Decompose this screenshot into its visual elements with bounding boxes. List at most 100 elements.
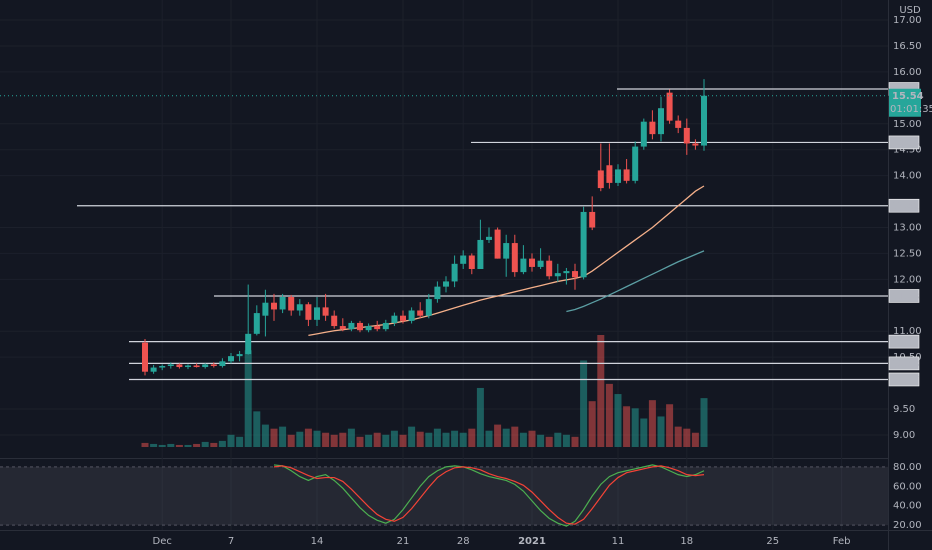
y-tick-label: 12.50 [893,248,922,259]
level-label-box [888,289,920,303]
volume-bar [571,436,579,447]
volume-bar [528,430,536,447]
stochastic-tick-label: 40.00 [893,501,922,512]
y-tick-label: 16.00 [893,67,922,78]
candle-body [666,92,673,121]
volume-bar [279,426,287,447]
stochastic-line [273,465,705,525]
candle-body [683,127,690,144]
volume-bar [631,408,639,447]
x-tick-label: Dec [153,536,172,547]
level-label: 11.68 [891,291,920,302]
volume-bar [545,436,553,447]
candle-body [167,364,174,366]
candle-body [477,239,484,269]
volume-bar [253,411,261,447]
candle-body [537,260,544,267]
volume-bar [373,432,381,447]
volume-bar [141,442,149,447]
candle-body [597,170,604,189]
volume-bar [674,426,682,447]
level-label-box [888,372,920,387]
candle-body [331,315,338,327]
volume-bar [640,418,648,447]
currency-label: USD [899,5,921,16]
x-tick-label: 21 [397,536,410,547]
volume-bar [158,444,166,447]
volume-bar [175,444,183,447]
candle-body [408,310,415,321]
level-label-box [888,334,920,349]
stochastic-tick-label: 80.00 [893,462,922,473]
volume-bar [700,398,708,447]
candle-body [443,281,449,287]
candle-body [434,286,441,300]
x-tick-label: 2021 [518,536,546,547]
candle-body [279,297,286,310]
level-label-box [888,356,920,371]
candle-body [210,364,217,366]
candle-body [374,326,381,330]
x-tick-label: Feb [833,536,851,547]
stochastic-tick-label: 60.00 [893,481,922,492]
candle-body [640,121,647,147]
volume-bar [459,432,467,447]
candle-body [296,304,303,311]
y-tick-label: 9.00 [893,430,915,441]
volume-bar [167,443,175,447]
volume-bar [588,401,596,447]
volume-bar [227,434,235,447]
candle-body [288,297,295,311]
y-tick-label: 15.00 [893,119,922,130]
x-tick-label: 11 [612,536,625,547]
volume-bar [304,428,312,447]
moving-average [308,185,705,337]
candle-body [701,95,707,146]
volume-bar [365,434,373,447]
volume-bar [390,430,398,447]
candle-body [314,307,320,320]
volume-bar [296,431,304,447]
candle-body [348,322,355,330]
volume-bar [683,428,691,447]
candle-body [382,322,389,330]
volume-bar [339,432,347,447]
y-tick-label: 12.00 [893,274,922,285]
volume-bar [657,416,665,447]
volume-bar [433,428,441,447]
candle-body [486,236,492,240]
volume-bar [442,432,450,447]
candle-body [503,243,510,259]
candle-body [253,313,260,334]
y-tick-label: 13.00 [893,223,922,234]
candle-body [606,165,613,183]
candle-body [357,322,363,331]
candle-body [400,315,406,321]
candle-body [219,361,226,366]
candle-body [176,364,183,368]
candle-body [580,211,587,278]
volume-bar [691,432,699,447]
candle-body [632,146,639,181]
moving-average [566,250,705,313]
candle-body [271,302,277,310]
x-tick-label: 18 [680,536,693,547]
candle-body [494,229,501,259]
volume-bar [623,406,631,447]
volume-bar [313,430,321,447]
candle-body [193,365,200,368]
candle-body [202,364,209,368]
candle-body [563,271,570,274]
candle-body [511,243,518,273]
volume-bar [416,431,424,447]
candle-body [451,263,458,282]
volume-bar [270,428,278,447]
candle-body [692,143,699,146]
volume-bar [236,436,244,447]
candle-body [520,258,527,273]
candle-body [623,169,630,181]
level-label: 13.42 [891,201,920,212]
last-price-label: 15.54 [892,91,924,102]
candle-body [554,273,561,277]
